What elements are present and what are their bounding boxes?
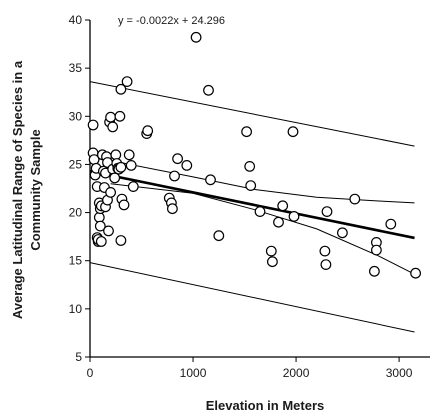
x-axis-title: Elevation in Meters [206,398,324,413]
data-point [273,216,284,228]
data-point [244,160,256,172]
data-point [319,245,331,257]
data-point [213,230,225,242]
data-point [125,159,137,171]
x-tick-label: 3000 [386,366,413,380]
data-point [371,244,382,256]
regression-line [89,169,415,240]
data-point [105,186,116,198]
data-point [103,225,114,237]
prediction-band-lower [89,262,415,333]
y-tick-label: 40 [69,13,83,27]
y-tick-label: 35 [69,61,83,75]
data-point [121,76,133,87]
plot-area [87,20,430,358]
x-tick-label: 1000 [180,366,207,380]
data-point [181,159,193,171]
x-tick-label: 2000 [283,366,310,380]
data-point [93,211,105,223]
data-point [87,119,99,131]
data-point [203,84,214,96]
data-point [245,180,257,192]
data-point [321,206,333,218]
data-point [109,172,121,184]
data-point [410,267,422,279]
data-point [277,200,289,212]
y-axis-ticks: 5 10 15 20 25 30 35 40 [69,13,90,364]
data-point [115,235,127,246]
data-point [166,203,178,215]
data-point [169,170,180,182]
data-point [107,121,119,133]
confidence-band-lower [110,183,415,275]
data-point [385,218,397,230]
data-point [267,256,278,268]
data-point [115,161,127,173]
x-axis-ticks: 0 1000 2000 3000 [87,357,413,380]
data-point [288,210,300,222]
data-point [123,149,135,161]
data-point [142,125,154,137]
y-tick-label: 30 [69,109,83,123]
y-axis-title-line-2: Community Sample [28,129,43,250]
confidence-band-upper [110,160,415,204]
y-tick-label: 25 [69,157,83,171]
data-point [110,149,122,161]
data-point [205,174,216,186]
prediction-band-upper [89,81,415,147]
y-tick-label: 10 [69,302,83,316]
regression-equation: y = -0.0022x + 24.296 [118,15,225,27]
data-point [265,245,277,257]
data-point [241,126,253,138]
data-point [287,126,299,138]
x-tick-label: 0 [87,366,94,380]
y-axis-title-line-1: Average Latitudinal Range of Species in … [10,60,25,319]
data-point [369,265,380,277]
data-point [127,181,139,193]
data-point [115,83,127,95]
data-point [190,31,202,43]
data-point [254,206,266,218]
data-point [105,111,116,123]
data-point [114,110,126,122]
data-point [118,199,130,211]
data-point [94,220,106,232]
y-tick-label: 5 [75,350,82,364]
data-point [95,236,107,247]
data-point [172,153,184,165]
data-point [337,227,348,239]
data-point [349,193,361,205]
y-tick-label: 15 [69,254,83,268]
data-point [320,259,332,271]
y-tick-label: 20 [69,206,83,220]
